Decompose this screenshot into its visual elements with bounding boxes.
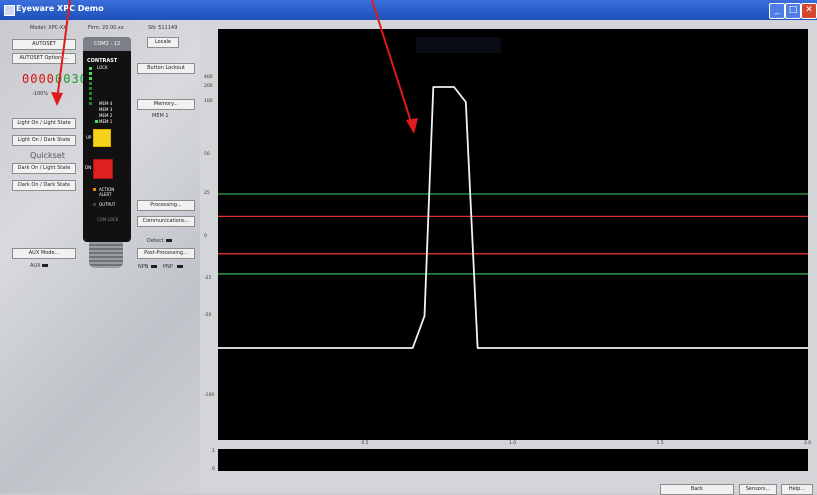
dark-on-dark-state-button[interactable]: Dark On / Dark State xyxy=(12,180,76,191)
quickset-label: Quickset xyxy=(30,151,65,160)
x-tick-label: 1.5 xyxy=(656,441,664,446)
detect-indicator xyxy=(166,239,172,242)
up-label: UP xyxy=(86,135,92,140)
lock-label: LOCK xyxy=(97,65,108,70)
y-tick-label: 200 xyxy=(204,84,213,89)
memory-button[interactable]: Memory... xyxy=(137,99,195,110)
percent-label: -100% xyxy=(32,91,49,97)
action-alert-label: ACTION ALERT xyxy=(99,187,115,197)
y-tick-label: 25 xyxy=(204,191,210,196)
contrast-segment xyxy=(89,82,92,85)
mini-y-tick: 0 xyxy=(212,467,215,472)
x-tick-label: 2.0 xyxy=(804,441,812,446)
autoset-options-button[interactable]: AUTOSET Options... xyxy=(12,53,76,64)
button-lockout-button[interactable]: Button Lockout xyxy=(137,63,195,74)
y-tick-label: 100 xyxy=(204,99,213,104)
mem-label-1: MEM 1 xyxy=(99,119,113,124)
y-tick-label: 0 xyxy=(204,234,207,239)
contrast-segment xyxy=(89,87,92,90)
help-button[interactable]: Help... xyxy=(781,484,813,495)
y-tick-label: 50 xyxy=(204,152,210,157)
contrast-segment xyxy=(89,102,92,105)
contrast-segment xyxy=(89,92,92,95)
communications-button[interactable]: Communications... xyxy=(137,216,195,227)
light-on-light-state-button[interactable]: Light On / Light State xyxy=(12,118,76,129)
down-label: DN xyxy=(85,165,92,170)
contrast-segment xyxy=(89,97,92,100)
y-tick-label: 400 xyxy=(204,75,213,80)
y-tick-label: -25 xyxy=(204,276,212,281)
y-tick-label: -50 xyxy=(204,313,212,318)
aux-label: AUX xyxy=(30,263,41,269)
maximize-button[interactable]: □ xyxy=(785,3,801,19)
npn-label: NPN xyxy=(138,264,149,270)
aux-indicator xyxy=(42,264,48,267)
npn-indicator xyxy=(151,265,157,268)
output-label: OUTPUT xyxy=(99,202,116,207)
close-button[interactable]: ✕ xyxy=(801,3,817,19)
action-alert-led xyxy=(93,188,96,191)
back-button[interactable]: Back xyxy=(660,484,734,495)
x-tick-label: 0.5 xyxy=(361,441,369,446)
display-red: 0000 xyxy=(22,72,55,86)
mini-y-tick: 1 xyxy=(212,449,215,454)
y-tick-label: -100 xyxy=(204,393,215,398)
contrast-segment xyxy=(89,67,92,70)
device-port-label: COM2 - 12 xyxy=(83,37,131,51)
model-label: Model: XPC-XX xyxy=(30,25,67,31)
mem-label-2: MEM 2 xyxy=(99,113,113,118)
contrast-label: CONTRAST xyxy=(87,58,118,64)
output-led xyxy=(93,203,96,206)
com-lock-label: COM LOCK xyxy=(97,217,119,222)
chart-title-area xyxy=(416,37,501,53)
mem-1-led xyxy=(95,120,98,123)
window-title: Eyeware XPC Demo xyxy=(16,4,104,13)
signal-series-line-0 xyxy=(218,86,808,349)
sensors-button[interactable]: Sensors... xyxy=(739,484,777,495)
autoset-button[interactable]: AUTOSET xyxy=(12,39,76,50)
serial-label: SN: 511149 xyxy=(148,25,178,31)
aux-mode-button[interactable]: AUX Mode... xyxy=(12,248,76,259)
app-icon xyxy=(4,5,15,16)
light-on-dark-state-button[interactable]: Light On / Dark State xyxy=(12,135,76,146)
minimize-button[interactable]: _ xyxy=(769,3,785,19)
device-connector xyxy=(89,242,123,268)
mini-chart-background xyxy=(218,449,808,471)
signal-chart xyxy=(218,29,808,440)
contrast-segment xyxy=(89,77,92,80)
dark-on-light-state-button[interactable]: Dark On / Light State xyxy=(12,163,76,174)
contrast-segment xyxy=(89,72,92,75)
mem-label-3: MEM 3 xyxy=(99,107,113,112)
title-bar: Eyeware XPC Demo _ □ ✕ xyxy=(0,0,817,20)
detect-label: Detect xyxy=(147,238,164,244)
post-processing-button[interactable]: Post-Processing... xyxy=(137,248,195,259)
chart-background xyxy=(218,29,808,440)
up-button[interactable] xyxy=(93,129,111,147)
processing-button[interactable]: Processing... xyxy=(137,200,195,211)
down-button[interactable] xyxy=(93,159,113,179)
memory-current-label: MEM 1 xyxy=(152,113,169,119)
pnp-label: PNP xyxy=(163,264,173,270)
x-tick-label: 1.0 xyxy=(509,441,517,446)
mini-chart xyxy=(218,449,808,471)
pnp-indicator xyxy=(177,265,183,268)
locale-button[interactable]: Locale xyxy=(147,37,179,48)
mem-label-4: MEM 4 xyxy=(99,101,113,106)
sensor-device: COM2 - 12 CONTRAST LOCK MEM 4 MEM 3 MEM … xyxy=(83,37,131,242)
firmware-label: Firm: 20.00.xx xyxy=(88,25,124,31)
